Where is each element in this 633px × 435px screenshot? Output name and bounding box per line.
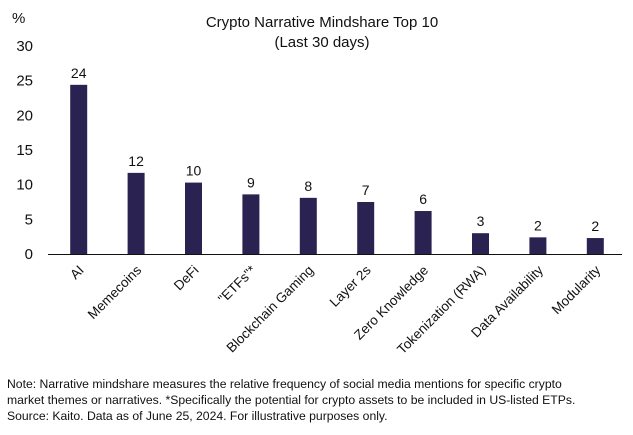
bar [529, 237, 547, 254]
bar [299, 197, 317, 254]
y-tick-label: 10 [16, 177, 33, 194]
bar [586, 238, 604, 254]
data-label: 8 [304, 178, 312, 194]
x-tick-label: "ETFs"* [215, 262, 259, 306]
footnote-line-1: Note: Narrative mindshare measures the r… [7, 377, 562, 391]
x-tick-label: AI [67, 263, 87, 283]
data-label: 2 [591, 218, 599, 234]
y-tick-label: 15 [16, 142, 33, 159]
data-label: 2 [534, 217, 542, 233]
y-axis: 0 5 10 15 20 25 30 [16, 38, 33, 263]
data-label: 12 [128, 153, 144, 169]
bar-chart: Crypto Narrative Mindshare Top 10 (Last … [12, 10, 622, 357]
y-axis-unit-label: % [12, 10, 25, 27]
bar [414, 211, 432, 254]
bar [472, 233, 489, 254]
x-tick-label: DeFi [171, 263, 202, 294]
data-label: 7 [362, 182, 370, 198]
footnote: Note: Narrative mindshare measures the r… [7, 376, 627, 424]
footnote-line-2: market themes or narratives. *Specifical… [7, 393, 576, 407]
data-label: 24 [71, 65, 87, 81]
bar [70, 84, 88, 255]
y-tick-label: 20 [16, 107, 33, 124]
y-tick-label: 25 [16, 73, 33, 90]
y-tick-label: 30 [16, 38, 33, 55]
x-tick-label: Layer 2s [327, 262, 374, 309]
bar [127, 172, 145, 254]
y-tick-label: 0 [25, 246, 33, 263]
x-tick-label: Modularity [549, 262, 604, 317]
chart-title: Crypto Narrative Mindshare Top 10 [206, 14, 438, 31]
bar [185, 182, 202, 254]
data-labels: 24 12 10 9 8 7 6 3 2 2 [71, 65, 599, 234]
chart-subtitle: (Last 30 days) [274, 34, 369, 51]
bar [357, 202, 375, 254]
data-label: 9 [247, 174, 255, 190]
data-label: 3 [477, 213, 485, 229]
x-tick-label: Memecoins [85, 262, 145, 322]
bar [242, 194, 260, 254]
bars [70, 84, 604, 255]
data-label: 10 [186, 163, 202, 179]
footnote-line-3: Source: Kaito. Data as of June 25, 2024.… [7, 409, 388, 423]
data-label: 6 [419, 191, 427, 207]
y-tick-label: 5 [25, 211, 33, 228]
